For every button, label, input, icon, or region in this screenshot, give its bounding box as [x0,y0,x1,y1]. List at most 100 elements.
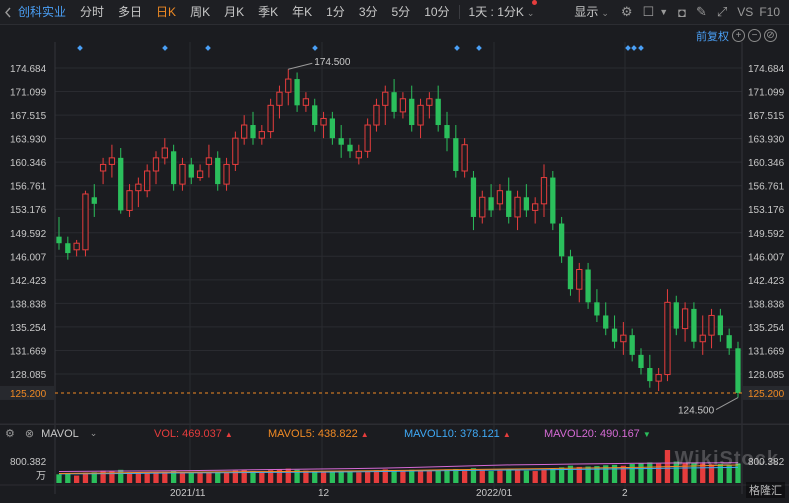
volume-bar [514,470,521,483]
candle-body-down [56,236,62,244]
candle-body-down [409,98,415,126]
price-label-left: 163.930 [10,135,47,146]
time-label: 12 [318,488,330,499]
close-indicator-icon[interactable]: ⊗ [24,428,35,440]
candlestick-chart[interactable]: 174.684 174.684 171.099 171.099 167.515 167.5… [0,24,789,500]
volume-bar [717,464,724,483]
period-tab-8[interactable]: 3分 [358,5,378,19]
camera-icon[interactable]: ◘ [678,4,686,20]
period-tab-1[interactable]: 多日 [118,5,143,19]
zoom-out-button[interactable]: − [748,29,761,42]
candle-body-up [223,163,230,185]
candle-body-up [82,193,89,251]
volume-bar [109,471,115,483]
volume-bar [567,465,574,483]
volume-bar [250,471,256,483]
candle-body-up [285,78,292,93]
compare-vs-button[interactable]: VS [737,5,754,19]
settings-gear-icon[interactable]: ⚙ [620,4,633,19]
price-label-right: 131.669 [748,346,785,357]
volume-bar [285,468,291,483]
candle-body-down [347,144,353,152]
volume-bar [506,469,512,483]
period-tab-10[interactable]: 10分 [424,5,450,19]
f10-button[interactable]: F10 [759,5,780,19]
price-label-left: 142.423 [10,276,47,287]
candle-body-down [65,243,71,254]
checkbox-icon[interactable]: ☐ [642,4,655,19]
chevron-down-icon[interactable]: ⌄ [89,428,98,438]
arrow-up-icon: ▲ [360,429,369,439]
display-menu[interactable]: 显示 ⌄ [567,0,616,24]
price-label-left: 171.099 [10,88,47,99]
period-tab-2[interactable]: 日K [156,5,177,19]
price-label-left: 174.684 [10,64,47,75]
volume-bar [603,465,609,483]
period-tab-5[interactable]: 季K [258,5,279,19]
adjust-mode-button[interactable]: 前复权 [696,31,729,43]
fullscreen-icon[interactable]: ⤢ [716,4,728,19]
candle-body-down [91,197,97,204]
period-tab-9[interactable]: 5分 [391,5,411,19]
period-tab-4[interactable]: 月K [224,5,245,19]
candle-body-up [232,137,239,165]
candle-body-down [329,118,336,139]
candle-body-down [558,223,565,257]
candle-body-down [550,177,556,224]
price-label-right: 149.592 [748,229,785,240]
candle-body-down [470,177,477,217]
candle-body-up [364,124,371,152]
candle-body-up [655,374,662,382]
indicator-settings-icon[interactable]: ⚙ [5,428,15,440]
candle-body-down [215,157,221,185]
current-price-box-left [0,385,54,400]
stock-name[interactable]: 创科实业 [18,5,67,19]
drawing-pen-icon[interactable]: ✎ [695,4,707,19]
period-tab-0[interactable]: 分时 [80,5,105,19]
period-dropdown[interactable]: 1天 : 1分K ⌄ [462,0,542,24]
event-marker [162,45,168,51]
volume-bar [153,472,159,483]
high-marker-label: 174.500 [314,57,351,68]
volume-bar [673,461,679,483]
zoom-in-button[interactable]: + [732,29,745,42]
period-tab-3[interactable]: 周K [190,5,211,19]
mavol20-value: MAVOL20: 490.167 ▼ [544,427,651,440]
volume-bar [179,472,186,483]
low-marker-line [715,397,739,410]
current-price-box-right [743,385,789,400]
mavol10-value: MAVOL10: 378.121 ▲ [404,427,511,440]
indicator-name[interactable]: MAVOL [41,427,79,440]
price-label-left: 138.838 [10,299,47,310]
candle-body-down [118,157,124,211]
chart-area[interactable]: 174.684 174.684 171.099 171.099 167.515 167.5… [0,24,789,500]
period-tab-7[interactable]: 1分 [326,5,345,19]
price-label-right: 156.761 [748,182,785,193]
period-tab-6[interactable]: 年K [292,5,313,19]
chevron-down-icon[interactable]: ▼ [659,7,669,17]
reset-view-button[interactable]: ⊘ [764,29,777,42]
gelonghui-logo: 格隆汇 [746,482,785,498]
candle-body-down [567,256,574,290]
candle-body-down [726,335,732,349]
volume-bar [655,463,662,483]
volume-bar [206,471,212,483]
volume-bar [382,469,388,483]
volume-bar [620,465,627,483]
candle-body-down [523,197,530,211]
volume-bar [461,470,468,483]
volume-bar [682,463,688,483]
candle-body-down [691,308,697,342]
panel-toggle-icon[interactable] [0,0,16,24]
event-marker [454,45,460,51]
arrow-up-icon: ▲ [502,429,511,439]
volume-bar [638,463,644,483]
volume-bar [197,472,203,483]
volume-bar [364,471,371,483]
candle-body-down [338,138,344,145]
candle-body-up [382,91,389,106]
candle-body-down [611,328,618,342]
event-marker [312,45,318,51]
event-marker [625,45,631,51]
price-label-left: 160.346 [10,158,47,169]
